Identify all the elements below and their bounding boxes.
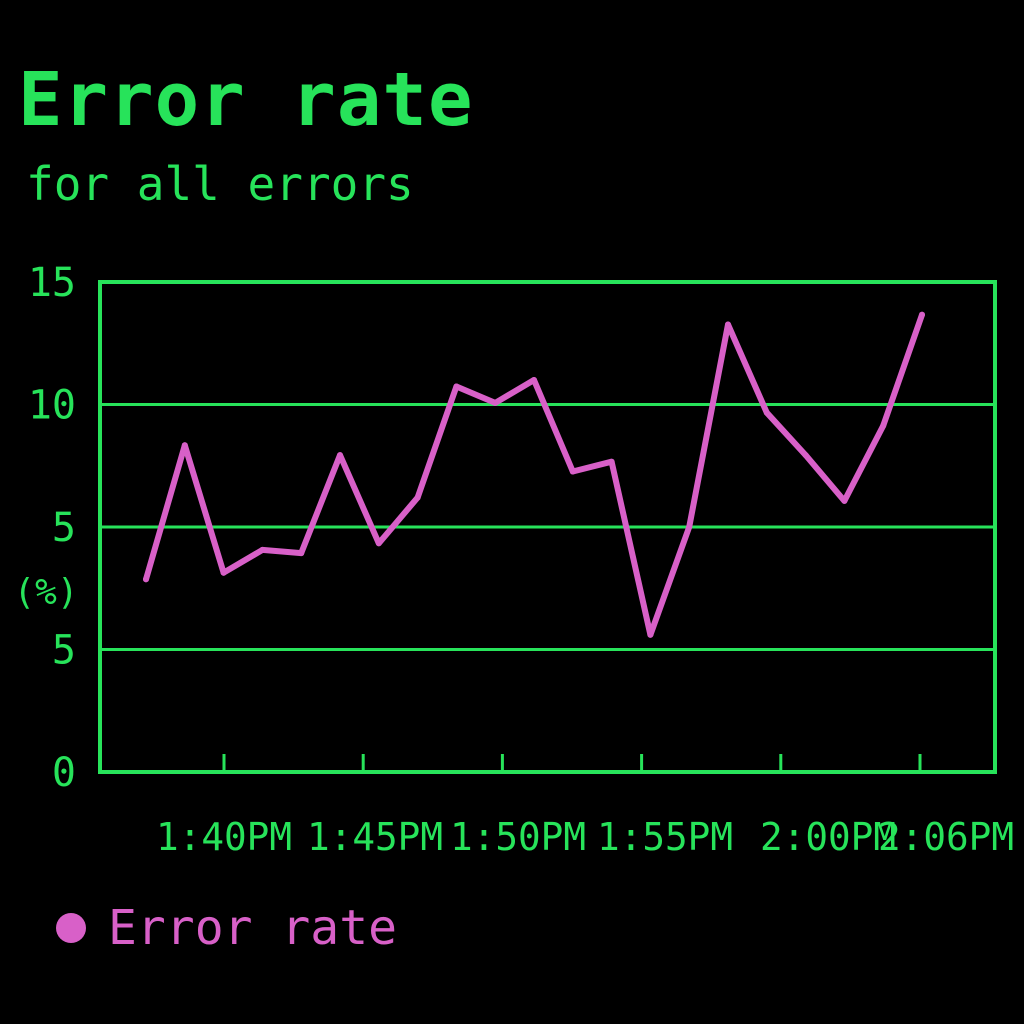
data-point: [259, 546, 266, 553]
x-tick-label: 1:40PM: [156, 815, 292, 859]
data-point: [686, 524, 693, 530]
chart-subtitle: for all errors: [26, 157, 414, 211]
x-tick-label: 1:55PM: [597, 815, 733, 859]
data-point: [647, 631, 654, 638]
y-tick-label: 10: [28, 383, 76, 429]
series-line-error-rate: [143, 311, 925, 638]
data-point: [220, 569, 227, 576]
data-point: [802, 452, 809, 459]
data-point: [919, 311, 925, 318]
legend-label-error-rate: Error rate: [108, 900, 397, 956]
chart-title: Error rate: [18, 57, 474, 143]
series-layer: [143, 311, 925, 638]
data-point: [531, 377, 537, 383]
grid-lines: [100, 403, 995, 651]
y-tick-label: 15: [28, 260, 76, 306]
data-point: [375, 540, 382, 547]
data-point: [453, 383, 460, 390]
legend-marker-icon: [56, 913, 86, 943]
data-point: [569, 468, 576, 475]
data-point: [841, 497, 848, 504]
data-point: [880, 422, 887, 429]
data-point: [492, 399, 499, 406]
data-point: [725, 321, 731, 328]
y-tick-label: 0: [52, 750, 76, 796]
x-tick-label: 2:00PM: [760, 815, 896, 859]
x-tick-label: 2:06PM: [878, 815, 1014, 859]
y-tick-label: 5: [52, 505, 76, 551]
data-point: [414, 494, 421, 501]
y-axis-label: (%): [13, 572, 78, 613]
data-point: [608, 458, 615, 465]
x-tick-label: 1:50PM: [450, 815, 586, 859]
data-point: [337, 452, 343, 459]
data-point: [763, 409, 770, 416]
plot-frame: [98, 280, 997, 774]
x-tick-label: 1:45PM: [307, 815, 443, 859]
data-point: [181, 442, 188, 449]
x-tick-marks: [222, 754, 922, 772]
legend: Error rate: [56, 898, 397, 958]
data-point: [298, 550, 305, 557]
y-tick-label: 5: [52, 628, 76, 674]
y-tick-labels: 0 5 5 10 15: [28, 260, 76, 796]
data-point: [143, 576, 149, 583]
